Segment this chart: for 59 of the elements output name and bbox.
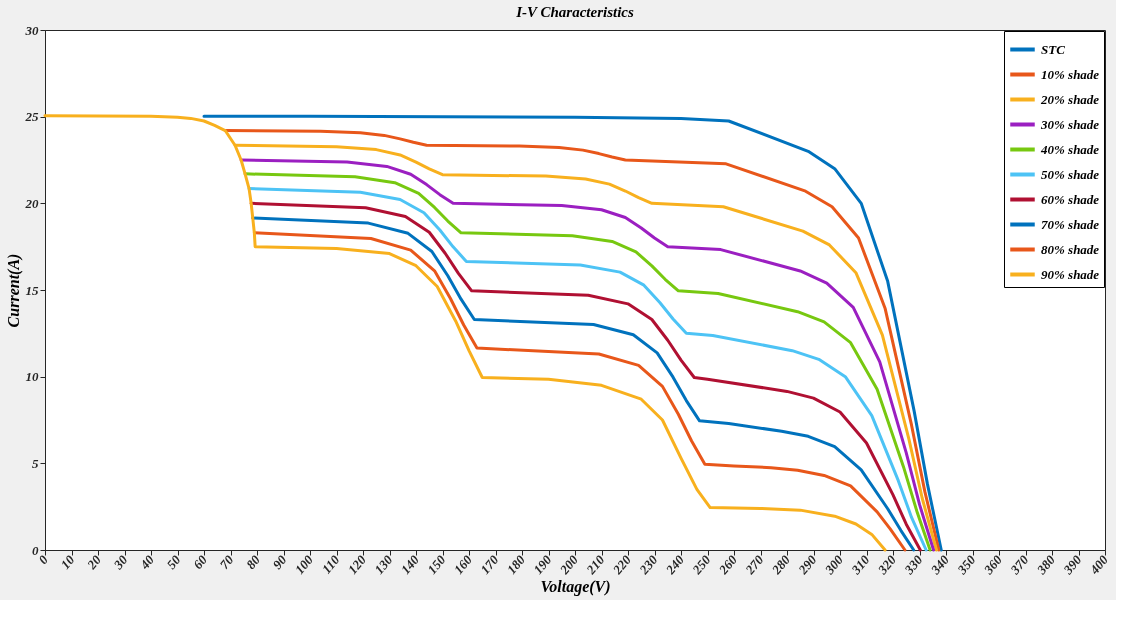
x-tick-label: 130	[371, 551, 396, 577]
x-tick-label: 330	[900, 551, 926, 578]
x-tick-label: 210	[582, 551, 608, 578]
x-tick-label: 110	[318, 551, 343, 577]
legend-label: 10% shade	[1041, 66, 1100, 82]
x-tick-label: 100	[291, 551, 317, 577]
x-tick-label: 40	[136, 551, 158, 573]
x-tick-label: 390	[1059, 551, 1085, 578]
x-tick-label: 140	[397, 551, 423, 577]
x-tick-label: 20	[83, 551, 105, 573]
legend-label: 30% shade	[1040, 116, 1100, 132]
x-tick-label: 190	[530, 551, 555, 577]
y-tick-label: 5	[32, 455, 39, 471]
y-tick-label: 10	[25, 369, 39, 385]
x-tick-label: 200	[556, 551, 582, 578]
x-tick-label: 170	[477, 551, 502, 577]
x-tick-label: 400	[1086, 551, 1112, 578]
legend-label: 40% shade	[1040, 141, 1100, 157]
x-axis-title: Voltage(V)	[540, 577, 611, 596]
legend-label: 50% shade	[1041, 166, 1100, 182]
x-tick-label: 80	[243, 551, 264, 572]
legend-label: 20% shade	[1040, 91, 1100, 107]
x-tick-label: 180	[503, 551, 529, 577]
legend-label: 60% shade	[1041, 191, 1100, 207]
x-tick-label: 60	[190, 551, 211, 572]
x-tick-label: 320	[874, 551, 900, 578]
x-tick-label: 290	[794, 551, 820, 578]
x-tick-label: 360	[980, 551, 1006, 578]
x-tick-label: 30	[109, 551, 131, 573]
x-tick-label: 150	[424, 551, 449, 577]
x-tick-label: 120	[344, 551, 370, 577]
x-tick-label: 220	[609, 551, 635, 578]
legend-label: 70% shade	[1041, 216, 1100, 232]
x-tick-label: 10	[57, 551, 78, 572]
x-tick-label: 250	[688, 551, 714, 578]
x-tick-label: 270	[741, 551, 767, 578]
x-tick-label: 350	[953, 551, 979, 578]
x-tick-label: 230	[635, 551, 661, 578]
x-tick-label: 340	[927, 551, 953, 578]
y-tick-label: 20	[24, 195, 39, 211]
x-tick-label: 50	[163, 551, 184, 572]
y-axis-title: Current(A)	[4, 253, 23, 328]
x-tick-label: 70	[216, 551, 237, 572]
legend-label: 90% shade	[1041, 266, 1100, 282]
x-tick-label: 370	[1006, 551, 1032, 578]
legend-label: 80% shade	[1041, 241, 1100, 257]
x-tick-label: 300	[821, 551, 847, 578]
x-tick-label: 90	[269, 551, 290, 572]
legend-label: STC	[1041, 41, 1066, 57]
y-tick-label: 25	[24, 109, 39, 125]
x-tick-label: 280	[768, 551, 794, 578]
x-tick-label: 380	[1033, 551, 1059, 578]
y-tick-label: 30	[24, 22, 39, 38]
x-tick-label: 160	[450, 551, 476, 577]
y-tick-label: 15	[25, 282, 39, 298]
x-tick-label: 310	[847, 551, 873, 578]
x-tick-label: 260	[715, 551, 741, 578]
x-tick-label: 240	[662, 551, 688, 578]
chart-title: I-V Characteristics	[515, 4, 634, 20]
